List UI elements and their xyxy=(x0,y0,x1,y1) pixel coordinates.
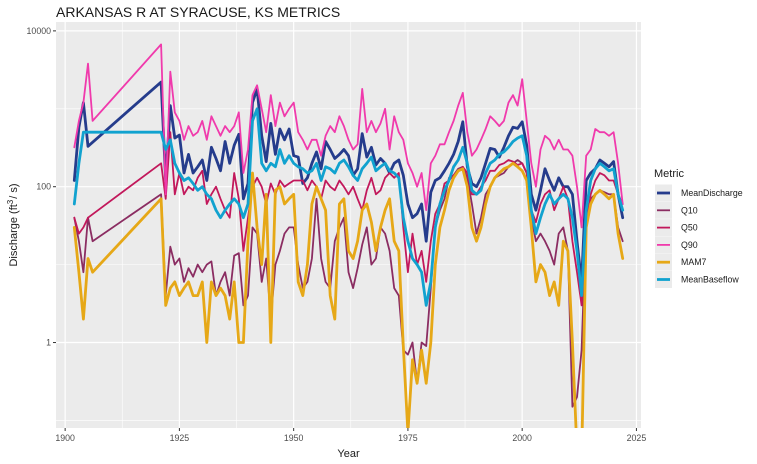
legend-label-meandischarge: MeanDischarge xyxy=(681,188,743,198)
y-axis-title: Discharge (ft3/ s) xyxy=(6,183,20,266)
x-axis: 1900 1925 1950 1975 2000 2025 xyxy=(55,428,646,443)
legend-label-q10: Q10 xyxy=(681,205,698,215)
chart-title: ARKANSAS R AT SYRACUSE, KS METRICS xyxy=(56,4,340,20)
legend-title: Metric xyxy=(654,168,684,180)
series-line-q90 xyxy=(73,43,624,229)
legend-label-q90: Q90 xyxy=(681,240,698,250)
series-line-meanbaseflow xyxy=(72,107,625,307)
legend-label-mam7: MAM7 xyxy=(681,257,707,267)
minor-gridlines xyxy=(56,22,641,428)
x-tick-label: 1950 xyxy=(284,433,304,443)
legend-label-meanbaseflow: MeanBaseflow xyxy=(681,275,739,285)
y-tick-label: 1 xyxy=(46,338,51,348)
legend-label-q50: Q50 xyxy=(681,223,698,233)
plot-panel xyxy=(56,22,641,428)
x-tick-label: 1975 xyxy=(398,433,418,443)
y-axis-title-main: Discharge (ft xyxy=(8,204,20,266)
x-tick-label: 2025 xyxy=(627,433,647,443)
series-line-q50 xyxy=(73,131,624,307)
x-tick-label: 1925 xyxy=(170,433,190,443)
y-tick-label: 100 xyxy=(36,182,51,192)
series-line-meandischarge xyxy=(72,80,625,284)
x-tick-label: 2000 xyxy=(512,433,532,443)
y-axis-title-end: / s) xyxy=(8,183,20,198)
x-tick-label: 1900 xyxy=(55,433,75,443)
major-gridlines xyxy=(56,22,641,428)
series-line-mam7 xyxy=(72,161,625,428)
legend: Metric MeanDischarge Q10 Q50 Q90 MAM7 MeanBas… xyxy=(654,168,743,288)
y-axis-title-superscript: 3 xyxy=(6,199,15,204)
x-axis-title: Year xyxy=(337,448,360,460)
series-layer xyxy=(72,43,625,428)
y-tick-label: 10000 xyxy=(27,26,52,36)
y-axis: 1 100 10000 xyxy=(27,26,56,348)
